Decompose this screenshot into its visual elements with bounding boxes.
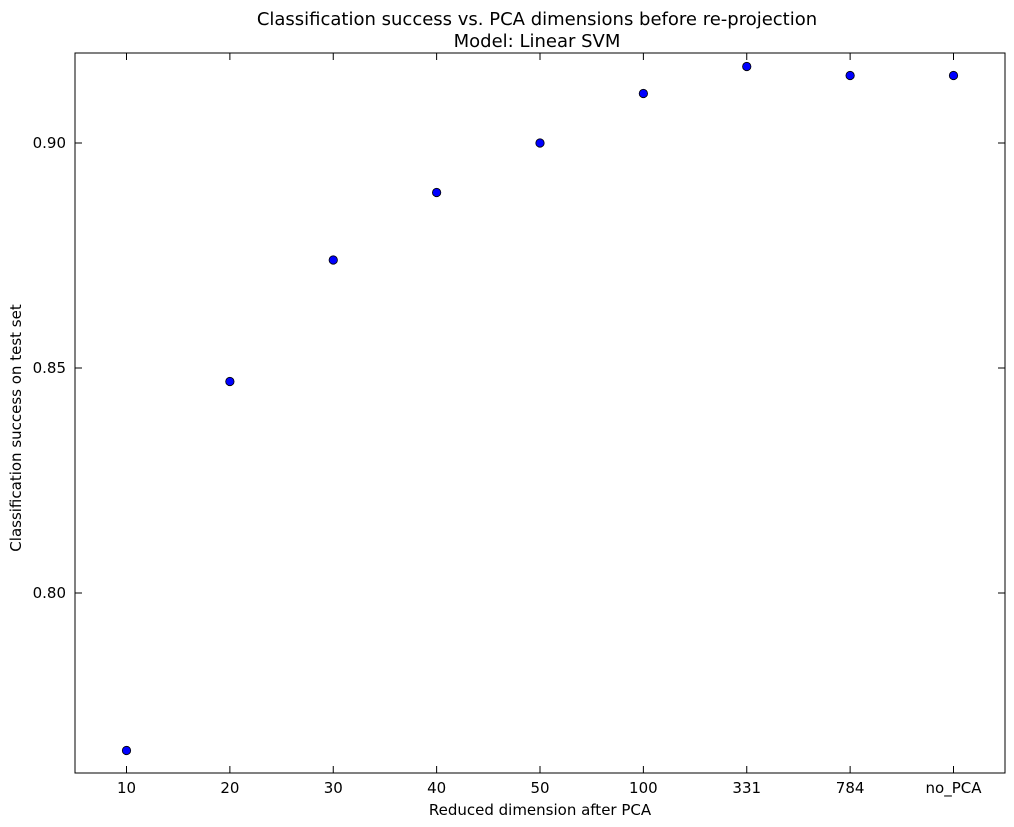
x-tick-label: 784 xyxy=(836,779,865,797)
data-point xyxy=(225,376,235,387)
x-tick-label: 10 xyxy=(117,779,136,797)
data-point xyxy=(638,88,648,99)
x-axis: 10 20 30 40 50 100 331 784 no_PCA xyxy=(117,53,982,798)
data-point xyxy=(948,70,959,81)
x-axis-label: Reduced dimension after PCA xyxy=(429,801,652,819)
data-point xyxy=(121,745,132,756)
x-tick-label: 331 xyxy=(732,779,761,797)
data-point xyxy=(742,61,752,72)
data-point xyxy=(845,70,855,81)
plot-area xyxy=(74,52,1006,774)
x-tick-label: 50 xyxy=(530,779,549,797)
data-point xyxy=(328,255,338,265)
chart-subtitle: Model: Linear SVM xyxy=(454,31,621,52)
x-tick-label: no_PCA xyxy=(926,779,983,798)
x-tick-label: 40 xyxy=(427,779,446,797)
y-axis: 0.80 0.85 0.90 xyxy=(33,134,1005,602)
y-tick-label: 0.85 xyxy=(33,359,66,377)
data-points xyxy=(121,61,959,756)
chart-title: Classification success vs. PCA dimension… xyxy=(257,9,817,30)
data-point xyxy=(535,138,545,148)
y-axis-label: Classification success on test set xyxy=(7,304,25,552)
y-tick-label: 0.90 xyxy=(33,134,66,152)
data-point xyxy=(432,187,442,198)
x-tick-label: 30 xyxy=(324,779,343,797)
x-tick-label: 20 xyxy=(220,779,239,797)
x-tick-label: 100 xyxy=(629,779,658,797)
y-tick-label: 0.80 xyxy=(33,584,66,602)
